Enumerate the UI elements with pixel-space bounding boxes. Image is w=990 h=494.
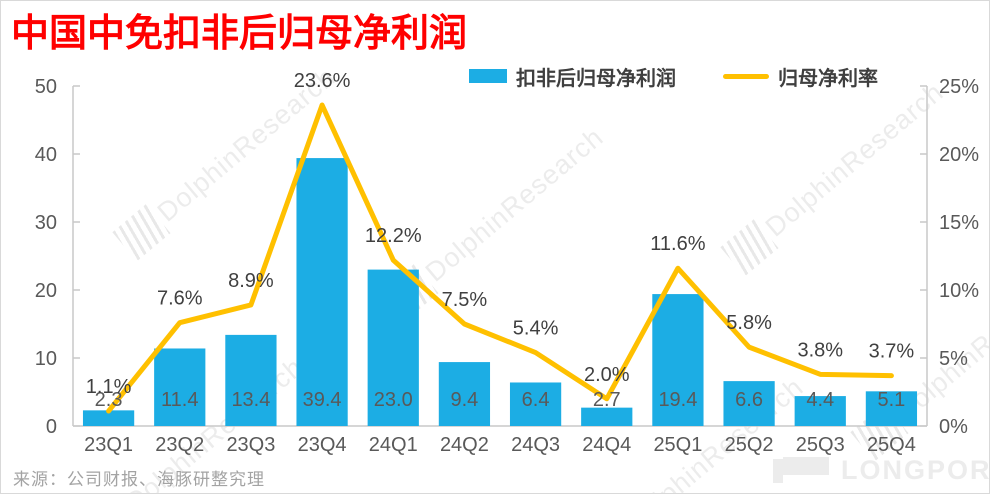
left-axis-tick-label: 20 bbox=[35, 280, 57, 302]
bar-value-label: 2.7 bbox=[593, 389, 621, 411]
x-axis-category-label: 24Q4 bbox=[582, 434, 631, 456]
longport-flag-icon bbox=[773, 456, 829, 485]
right-axis-tick-label: 5% bbox=[939, 348, 968, 370]
left-axis-tick-label: 50 bbox=[35, 76, 57, 98]
legend-label: 归母净利率 bbox=[778, 67, 878, 90]
bar-25Q2 bbox=[723, 381, 775, 426]
bar-value-label: 6.4 bbox=[522, 389, 550, 411]
x-axis-category-label: 24Q2 bbox=[440, 434, 489, 456]
bar-value-label: 13.4 bbox=[231, 389, 270, 411]
left-axis-tick-label: 10 bbox=[35, 348, 57, 370]
right-axis-tick-label: 0% bbox=[939, 416, 968, 438]
x-axis-category-label: 24Q3 bbox=[511, 434, 560, 456]
bar-24Q4 bbox=[581, 407, 633, 426]
bar-25Q3 bbox=[794, 396, 846, 426]
page-title: 中国中免扣非后归母净利润 bbox=[11, 13, 468, 55]
line-value-label: 8.9% bbox=[228, 270, 274, 292]
bar-23Q3 bbox=[225, 334, 277, 426]
bar-value-label: 19.4 bbox=[658, 389, 697, 411]
x-axis-category-label: 23Q3 bbox=[226, 434, 275, 456]
bar-23Q1 bbox=[82, 410, 135, 426]
line-value-label: 1.1% bbox=[86, 376, 132, 398]
legend-item-bar-series: 扣非后归母净利润 bbox=[469, 64, 676, 90]
line-value-label: 5.8% bbox=[726, 312, 772, 334]
bar-series-swatch-icon bbox=[469, 69, 507, 83]
x-axis-category-label: 23Q1 bbox=[84, 434, 133, 456]
bar-value-label: 9.4 bbox=[451, 389, 479, 411]
right-axis-tick-label: 15% bbox=[939, 212, 979, 234]
x-axis-category-label: 25Q2 bbox=[725, 434, 774, 456]
x-axis-category-label: 24Q1 bbox=[369, 434, 418, 456]
line-value-label: 11.6% bbox=[650, 233, 705, 255]
line-value-label: 7.5% bbox=[442, 289, 488, 311]
longport-wordmark: LONGPORT bbox=[841, 455, 990, 485]
line-value-label: 3.7% bbox=[869, 341, 915, 363]
x-axis-category-label: 25Q4 bbox=[867, 434, 916, 456]
bar-value-label: 4.4 bbox=[806, 389, 834, 411]
line-series-swatch-icon bbox=[723, 73, 769, 79]
bar-value-label: 5.1 bbox=[878, 389, 906, 411]
line-value-label: 7.6% bbox=[157, 288, 203, 310]
bar-value-label: 2.3 bbox=[95, 389, 123, 411]
left-axis-tick-label: 40 bbox=[35, 144, 57, 166]
right-axis-tick-label: 10% bbox=[939, 280, 979, 302]
chart-legend: 扣非后归母净利润 归母净利率 bbox=[1, 64, 989, 90]
x-axis-category-label: 25Q3 bbox=[796, 434, 845, 456]
line-value-label: 2.0% bbox=[584, 364, 630, 386]
longport-brand: LONGPORT bbox=[773, 455, 990, 486]
bar-24Q1 bbox=[367, 269, 419, 426]
bar-23Q4 bbox=[296, 158, 348, 426]
line-value-label: 12.2% bbox=[365, 225, 422, 247]
bar-value-label: 23.0 bbox=[374, 389, 413, 411]
bar-23Q2 bbox=[154, 348, 206, 426]
source-note: 来源：公司财报、海豚研整究理 bbox=[13, 470, 265, 489]
bar-25Q4 bbox=[865, 391, 918, 426]
bar-value-label: 39.4 bbox=[303, 389, 342, 411]
x-axis-category-label: 23Q2 bbox=[155, 434, 204, 456]
bar-24Q2 bbox=[438, 362, 491, 426]
bar-25Q1 bbox=[652, 294, 704, 426]
left-axis-tick-label: 0 bbox=[46, 416, 57, 438]
right-axis-tick-label: 20% bbox=[939, 144, 979, 166]
legend-label: 扣非后归母净利润 bbox=[516, 67, 676, 90]
bar-value-label: 6.6 bbox=[735, 389, 763, 411]
bar-value-label: 11.4 bbox=[161, 389, 198, 411]
left-axis-tick-label: 30 bbox=[35, 212, 57, 234]
x-axis-category-label: 25Q1 bbox=[653, 434, 702, 456]
x-axis-category-label: 23Q4 bbox=[298, 434, 347, 456]
line-value-label: 5.4% bbox=[513, 318, 559, 340]
legend-item-line-series: 归母净利率 bbox=[723, 64, 878, 90]
line-value-label: 3.8% bbox=[797, 339, 843, 361]
net-margin-line bbox=[106, 102, 894, 414]
right-axis-tick-label: 25% bbox=[939, 76, 979, 98]
line-value-label: 23.6% bbox=[294, 70, 351, 92]
bar-24Q3 bbox=[509, 382, 562, 426]
